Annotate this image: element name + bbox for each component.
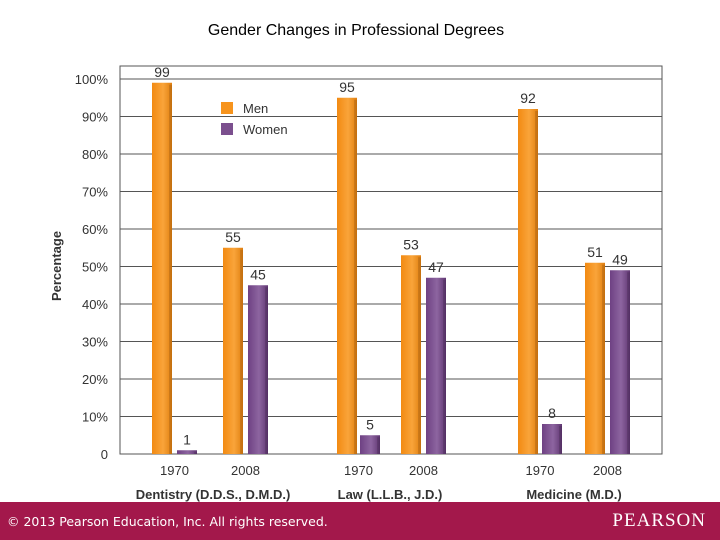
chart-title: Gender Changes in Professional Degrees xyxy=(207,22,505,39)
data-label-law-2008-women: 47 xyxy=(428,259,444,275)
data-label-medicine-1970-women: 8 xyxy=(548,405,556,421)
y-tick-label: 70% xyxy=(82,185,108,200)
bar-dentistry-1970-women xyxy=(177,450,197,454)
bar-dentistry-1970-men xyxy=(152,82,172,454)
data-label-medicine-2008-women: 49 xyxy=(612,251,628,267)
y-tick-label: 0 xyxy=(101,447,108,462)
bar-law-1970-women xyxy=(360,435,380,454)
bar-law-1970-women-shade xyxy=(377,437,380,454)
bar-dentistry-2008-men-shade xyxy=(240,249,243,454)
legend-label-men: Men xyxy=(243,101,268,116)
data-label-dentistry-2008-men: 55 xyxy=(225,229,241,245)
y-tick-label: 20% xyxy=(82,372,108,387)
y-tick-label: 60% xyxy=(82,222,108,237)
data-label-dentistry-2008-women: 45 xyxy=(250,266,266,282)
y-axis-label: Percentage xyxy=(49,231,64,301)
bar-law-2008-men xyxy=(401,255,421,454)
x-tick-label-law-1970: 1970 xyxy=(344,463,373,478)
y-tick-label: 80% xyxy=(82,147,108,162)
bar-chart: 0 10% 20% 30% 40% 50% 60% 70% 80% 90% 100% Percenta… xyxy=(49,64,663,502)
legend-label-women: Women xyxy=(243,122,288,137)
bar-law-2008-men-shade xyxy=(418,257,421,454)
bar-medicine-1970-women-shade xyxy=(559,426,562,454)
bar-medicine-2008-men xyxy=(585,262,605,454)
bar-medicine-2008-men-shade xyxy=(602,264,605,454)
bar-law-2008-women-shade xyxy=(443,279,446,454)
category-label-dentistry: Dentistry (D.D.S., D.M.D.) xyxy=(136,487,291,502)
copyright-text: © 2013 Pearson Education, Inc. All right… xyxy=(7,514,328,529)
x-tick-label-dentistry-1970: 1970 xyxy=(160,463,189,478)
data-label-dentistry-1970-men: 99 xyxy=(154,64,170,80)
bar-law-2008-women xyxy=(426,277,446,454)
category-label-law: Law (L.L.B., J.D.) xyxy=(338,487,443,502)
data-label-medicine-2008-men: 51 xyxy=(587,244,603,260)
pearson-logo: PEARSON xyxy=(612,510,706,531)
data-label-law-1970-men: 95 xyxy=(339,79,355,95)
bar-medicine-1970-men-shade xyxy=(535,111,538,454)
legend-swatch-women xyxy=(221,123,233,135)
x-tick-label-dentistry-2008: 2008 xyxy=(231,463,260,478)
bar-dentistry-2008-men xyxy=(223,247,243,454)
x-tick-label-medicine-2008: 2008 xyxy=(593,463,622,478)
category-label-medicine: Medicine (M.D.) xyxy=(526,487,621,502)
legend-swatch-men xyxy=(221,102,233,114)
y-tick-label: 30% xyxy=(82,335,108,350)
bar-medicine-2008-women-shade xyxy=(627,272,630,454)
data-label-law-2008-men: 53 xyxy=(403,236,419,252)
bar-medicine-2008-women xyxy=(610,270,630,454)
x-tick-label-medicine-1970: 1970 xyxy=(526,463,555,478)
plot-frame xyxy=(119,65,663,455)
y-tick-label: 40% xyxy=(82,297,108,312)
data-label-dentistry-1970-women: 1 xyxy=(183,431,191,447)
bar-law-1970-men xyxy=(337,97,357,454)
bar-dentistry-2008-women xyxy=(248,285,268,454)
data-label-law-1970-women: 5 xyxy=(366,416,374,432)
bar-medicine-1970-men xyxy=(518,109,538,454)
bar-dentistry-2008-women-shade xyxy=(265,287,268,454)
bar-dentistry-1970-men-shade xyxy=(169,84,172,454)
y-tick-label: 50% xyxy=(82,260,108,275)
y-tick-label: 100% xyxy=(75,72,109,87)
bar-dentistry-1970-women-shade xyxy=(194,452,197,454)
x-tick-label-law-2008: 2008 xyxy=(409,463,438,478)
y-tick-label: 10% xyxy=(82,410,108,425)
bar-medicine-1970-women xyxy=(542,424,562,454)
y-tick-label: 90% xyxy=(82,110,108,125)
footer-bar: © 2013 Pearson Education, Inc. All right… xyxy=(0,502,720,540)
bar-law-1970-men-shade xyxy=(354,99,357,454)
data-label-medicine-1970-men: 92 xyxy=(520,90,536,106)
